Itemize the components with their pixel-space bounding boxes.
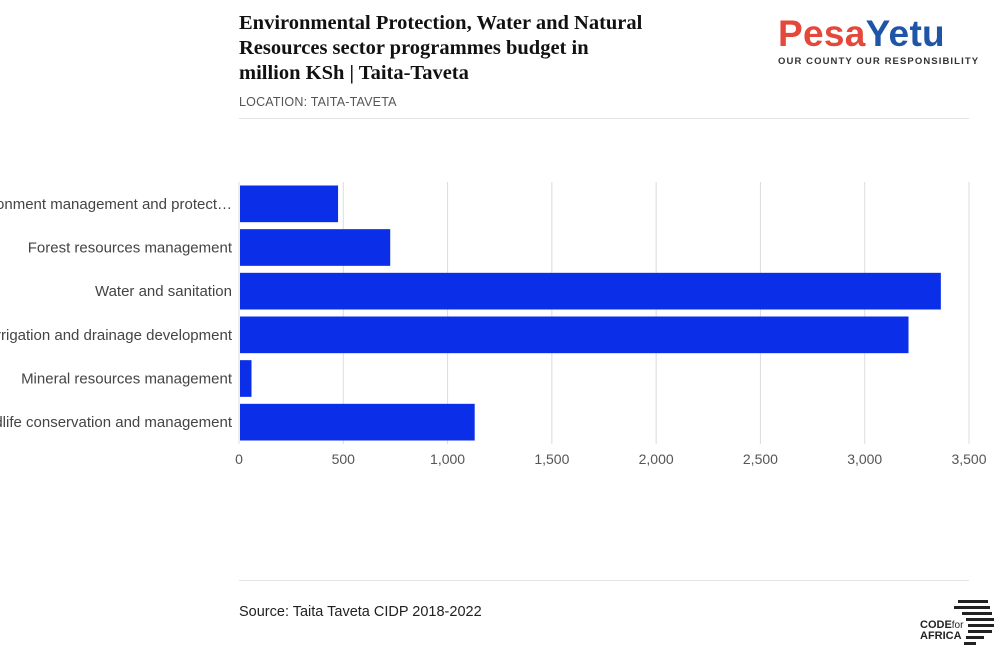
x-tick-label: 1,500 bbox=[534, 451, 569, 467]
code-for-africa-logo[interactable]: CODEfor AFRICA bbox=[918, 598, 996, 648]
code-for-africa-lines-icon bbox=[954, 600, 994, 645]
gridlines bbox=[238, 182, 970, 444]
bar[interactable] bbox=[240, 272, 941, 310]
cfa-line1: CODE bbox=[920, 619, 952, 631]
bar[interactable] bbox=[240, 403, 475, 441]
category-label: Wildlife conservation and management bbox=[0, 414, 233, 431]
source-note: Source: Taita Taveta CIDP 2018-2022 bbox=[239, 604, 482, 620]
chart-title: Environmental Protection, Water and Natu… bbox=[239, 11, 709, 86]
location-subtitle: LOCATION: TAITA-TAVETA bbox=[239, 95, 397, 109]
header-divider bbox=[239, 118, 969, 119]
logo-tagline: OUR COUNTY OUR RESPONSIBILITY bbox=[778, 56, 980, 67]
title-line: Environmental Protection, Water and Natu… bbox=[239, 12, 643, 34]
x-tick-label: 500 bbox=[332, 451, 356, 467]
category-label: Water and sanitation bbox=[95, 283, 232, 300]
title-line: million KSh | Taita-Taveta bbox=[239, 62, 469, 84]
bar[interactable] bbox=[240, 229, 391, 266]
footer-divider bbox=[239, 580, 969, 581]
category-label: Mineral resources management bbox=[21, 371, 233, 388]
cfa-line2: AFRICA bbox=[920, 630, 962, 642]
x-tick-label: 3,500 bbox=[951, 451, 986, 467]
x-tick-label: 2,500 bbox=[743, 451, 778, 467]
x-tick-label: 2,000 bbox=[639, 451, 674, 467]
bar[interactable] bbox=[240, 316, 909, 354]
x-tick-label: 1,000 bbox=[430, 451, 465, 467]
x-tick-label: 3,000 bbox=[847, 451, 882, 467]
category-label: Forest resources management bbox=[28, 240, 233, 257]
category-label: Irrigation and drainage development bbox=[0, 327, 233, 344]
bar[interactable] bbox=[240, 185, 339, 223]
title-line: Resources sector programmes budget in bbox=[239, 37, 589, 59]
logo-wordmark: PesaYetu bbox=[778, 14, 970, 54]
logo-word-yetu: Yetu bbox=[865, 13, 945, 54]
axis-labels: 0 500 1,000 1,500 2,000 2,500 3,000 3,500 Enviro… bbox=[0, 196, 987, 467]
category-label: Environment management and protect… bbox=[0, 196, 232, 213]
bar[interactable] bbox=[240, 360, 252, 397]
x-tick-label: 0 bbox=[235, 451, 243, 467]
cfa-small: for bbox=[951, 620, 964, 631]
bars bbox=[240, 185, 941, 441]
logo-word-pesa: Pesa bbox=[778, 13, 866, 54]
code-for-africa-text: CODEfor AFRICA bbox=[920, 620, 963, 642]
pesayetu-logo[interactable]: PesaYetu OUR COUNTY OUR RESPONSIBILITY bbox=[778, 14, 980, 68]
